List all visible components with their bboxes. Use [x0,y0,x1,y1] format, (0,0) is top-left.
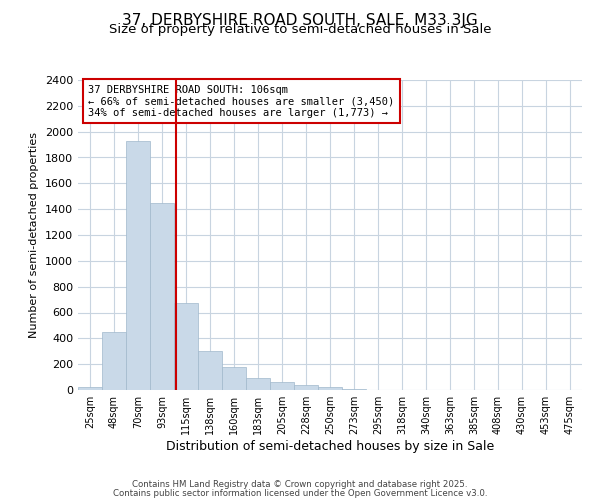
Text: Size of property relative to semi-detached houses in Sale: Size of property relative to semi-detach… [109,22,491,36]
Bar [294,386,318,390]
Bar [78,388,102,390]
X-axis label: Distribution of semi-detached houses by size in Sale: Distribution of semi-detached houses by … [166,440,494,453]
Text: Contains public sector information licensed under the Open Government Licence v3: Contains public sector information licen… [113,489,487,498]
Bar [102,332,126,390]
Text: 37, DERBYSHIRE ROAD SOUTH, SALE, M33 3JG: 37, DERBYSHIRE ROAD SOUTH, SALE, M33 3JG [122,12,478,28]
Text: 37 DERBYSHIRE ROAD SOUTH: 106sqm
← 66% of semi-detached houses are smaller (3,45: 37 DERBYSHIRE ROAD SOUTH: 106sqm ← 66% o… [88,84,394,118]
Bar [246,378,270,390]
Bar [198,351,222,390]
Bar [270,382,294,390]
Bar [126,140,150,390]
Y-axis label: Number of semi-detached properties: Number of semi-detached properties [29,132,40,338]
Bar [318,388,342,390]
Bar [150,202,174,390]
Bar [222,367,246,390]
Text: Contains HM Land Registry data © Crown copyright and database right 2025.: Contains HM Land Registry data © Crown c… [132,480,468,489]
Bar [174,304,198,390]
